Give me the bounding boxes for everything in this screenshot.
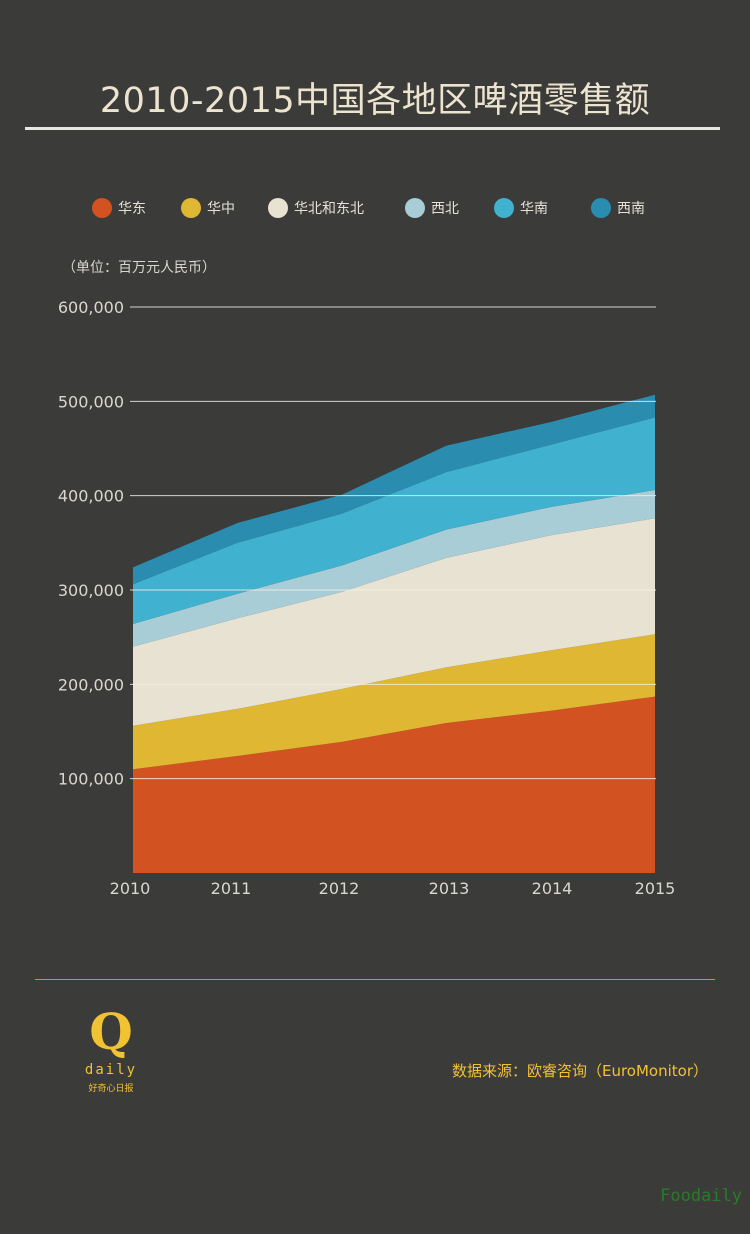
area-series-4 xyxy=(133,417,655,624)
legend-item-huadong: 华东 xyxy=(92,196,146,220)
area-series-group xyxy=(133,394,655,873)
chart-legend: 华东 华中 华北和东北 西北 华南 西南 xyxy=(0,196,750,220)
legend-label: 西北 xyxy=(431,201,459,217)
x-tick-label: 2014 xyxy=(532,879,573,898)
legend-label: 华中 xyxy=(207,201,235,217)
legend-swatch xyxy=(405,198,425,218)
legend-swatch xyxy=(268,198,288,218)
legend-swatch xyxy=(181,198,201,218)
legend-label: 西南 xyxy=(617,201,645,217)
legend-swatch xyxy=(494,198,514,218)
legend-swatch xyxy=(591,198,611,218)
y-tick-label: 100,000 xyxy=(58,770,124,789)
area-series-0 xyxy=(133,696,655,873)
y-tick-label: 500,000 xyxy=(58,392,124,411)
y-tick-labels-group: 100,000 200,000 300,000 400,000 500,000 600,0… xyxy=(58,298,124,789)
x-tick-label: 2013 xyxy=(429,879,470,898)
footer-divider xyxy=(35,979,715,980)
y-tick-label: 300,000 xyxy=(58,581,124,600)
title-divider xyxy=(25,127,720,130)
area-series-5 xyxy=(133,394,655,585)
legend-item-huazhong: 华中 xyxy=(181,196,235,220)
legend-item-huabei-dongbei: 华北和东北 xyxy=(268,196,364,220)
chart-title: 2010-2015中国各地区啤酒零售额 xyxy=(99,81,651,121)
legend-label: 华南 xyxy=(520,201,548,217)
x-tick-label: 2012 xyxy=(319,879,360,898)
data-source: 数据来源：欧睿咨询（EuroMonitor） xyxy=(451,1062,708,1080)
x-tick-labels-group: 2010 2011 2012 2013 2014 2015 xyxy=(110,879,676,898)
y-tick-label: 200,000 xyxy=(58,675,124,694)
stacked-area-chart: 100,000 200,000 300,000 400,000 500,000 600,0… xyxy=(58,298,676,898)
y-tick-label: 600,000 xyxy=(58,298,124,317)
logo-mark: Q xyxy=(89,1002,133,1061)
legend-label: 华东 xyxy=(118,201,146,217)
logo-word: daily xyxy=(84,1062,138,1078)
x-tick-label: 2010 xyxy=(110,879,151,898)
legend-label: 华北和东北 xyxy=(294,201,364,217)
legend-item-xinan: 西南 xyxy=(591,196,645,220)
qdaily-logo: Q daily 好奇心日报 xyxy=(84,1004,138,1096)
legend-item-huanan: 华南 xyxy=(494,196,548,220)
x-tick-label: 2015 xyxy=(635,879,676,898)
area-series-2 xyxy=(133,518,655,726)
x-tick-label: 2011 xyxy=(211,879,252,898)
area-series-1 xyxy=(133,634,655,770)
legend-swatch xyxy=(92,198,112,218)
unit-note: （单位：百万元人民币） xyxy=(62,260,216,276)
y-tick-label: 400,000 xyxy=(58,487,124,506)
watermark: Foodaily xyxy=(660,1186,742,1206)
gridlines-group xyxy=(130,306,656,780)
legend-item-xibei: 西北 xyxy=(405,196,459,220)
area-series-3 xyxy=(133,490,655,647)
logo-chinese-name: 好奇心日报 xyxy=(88,1084,134,1094)
